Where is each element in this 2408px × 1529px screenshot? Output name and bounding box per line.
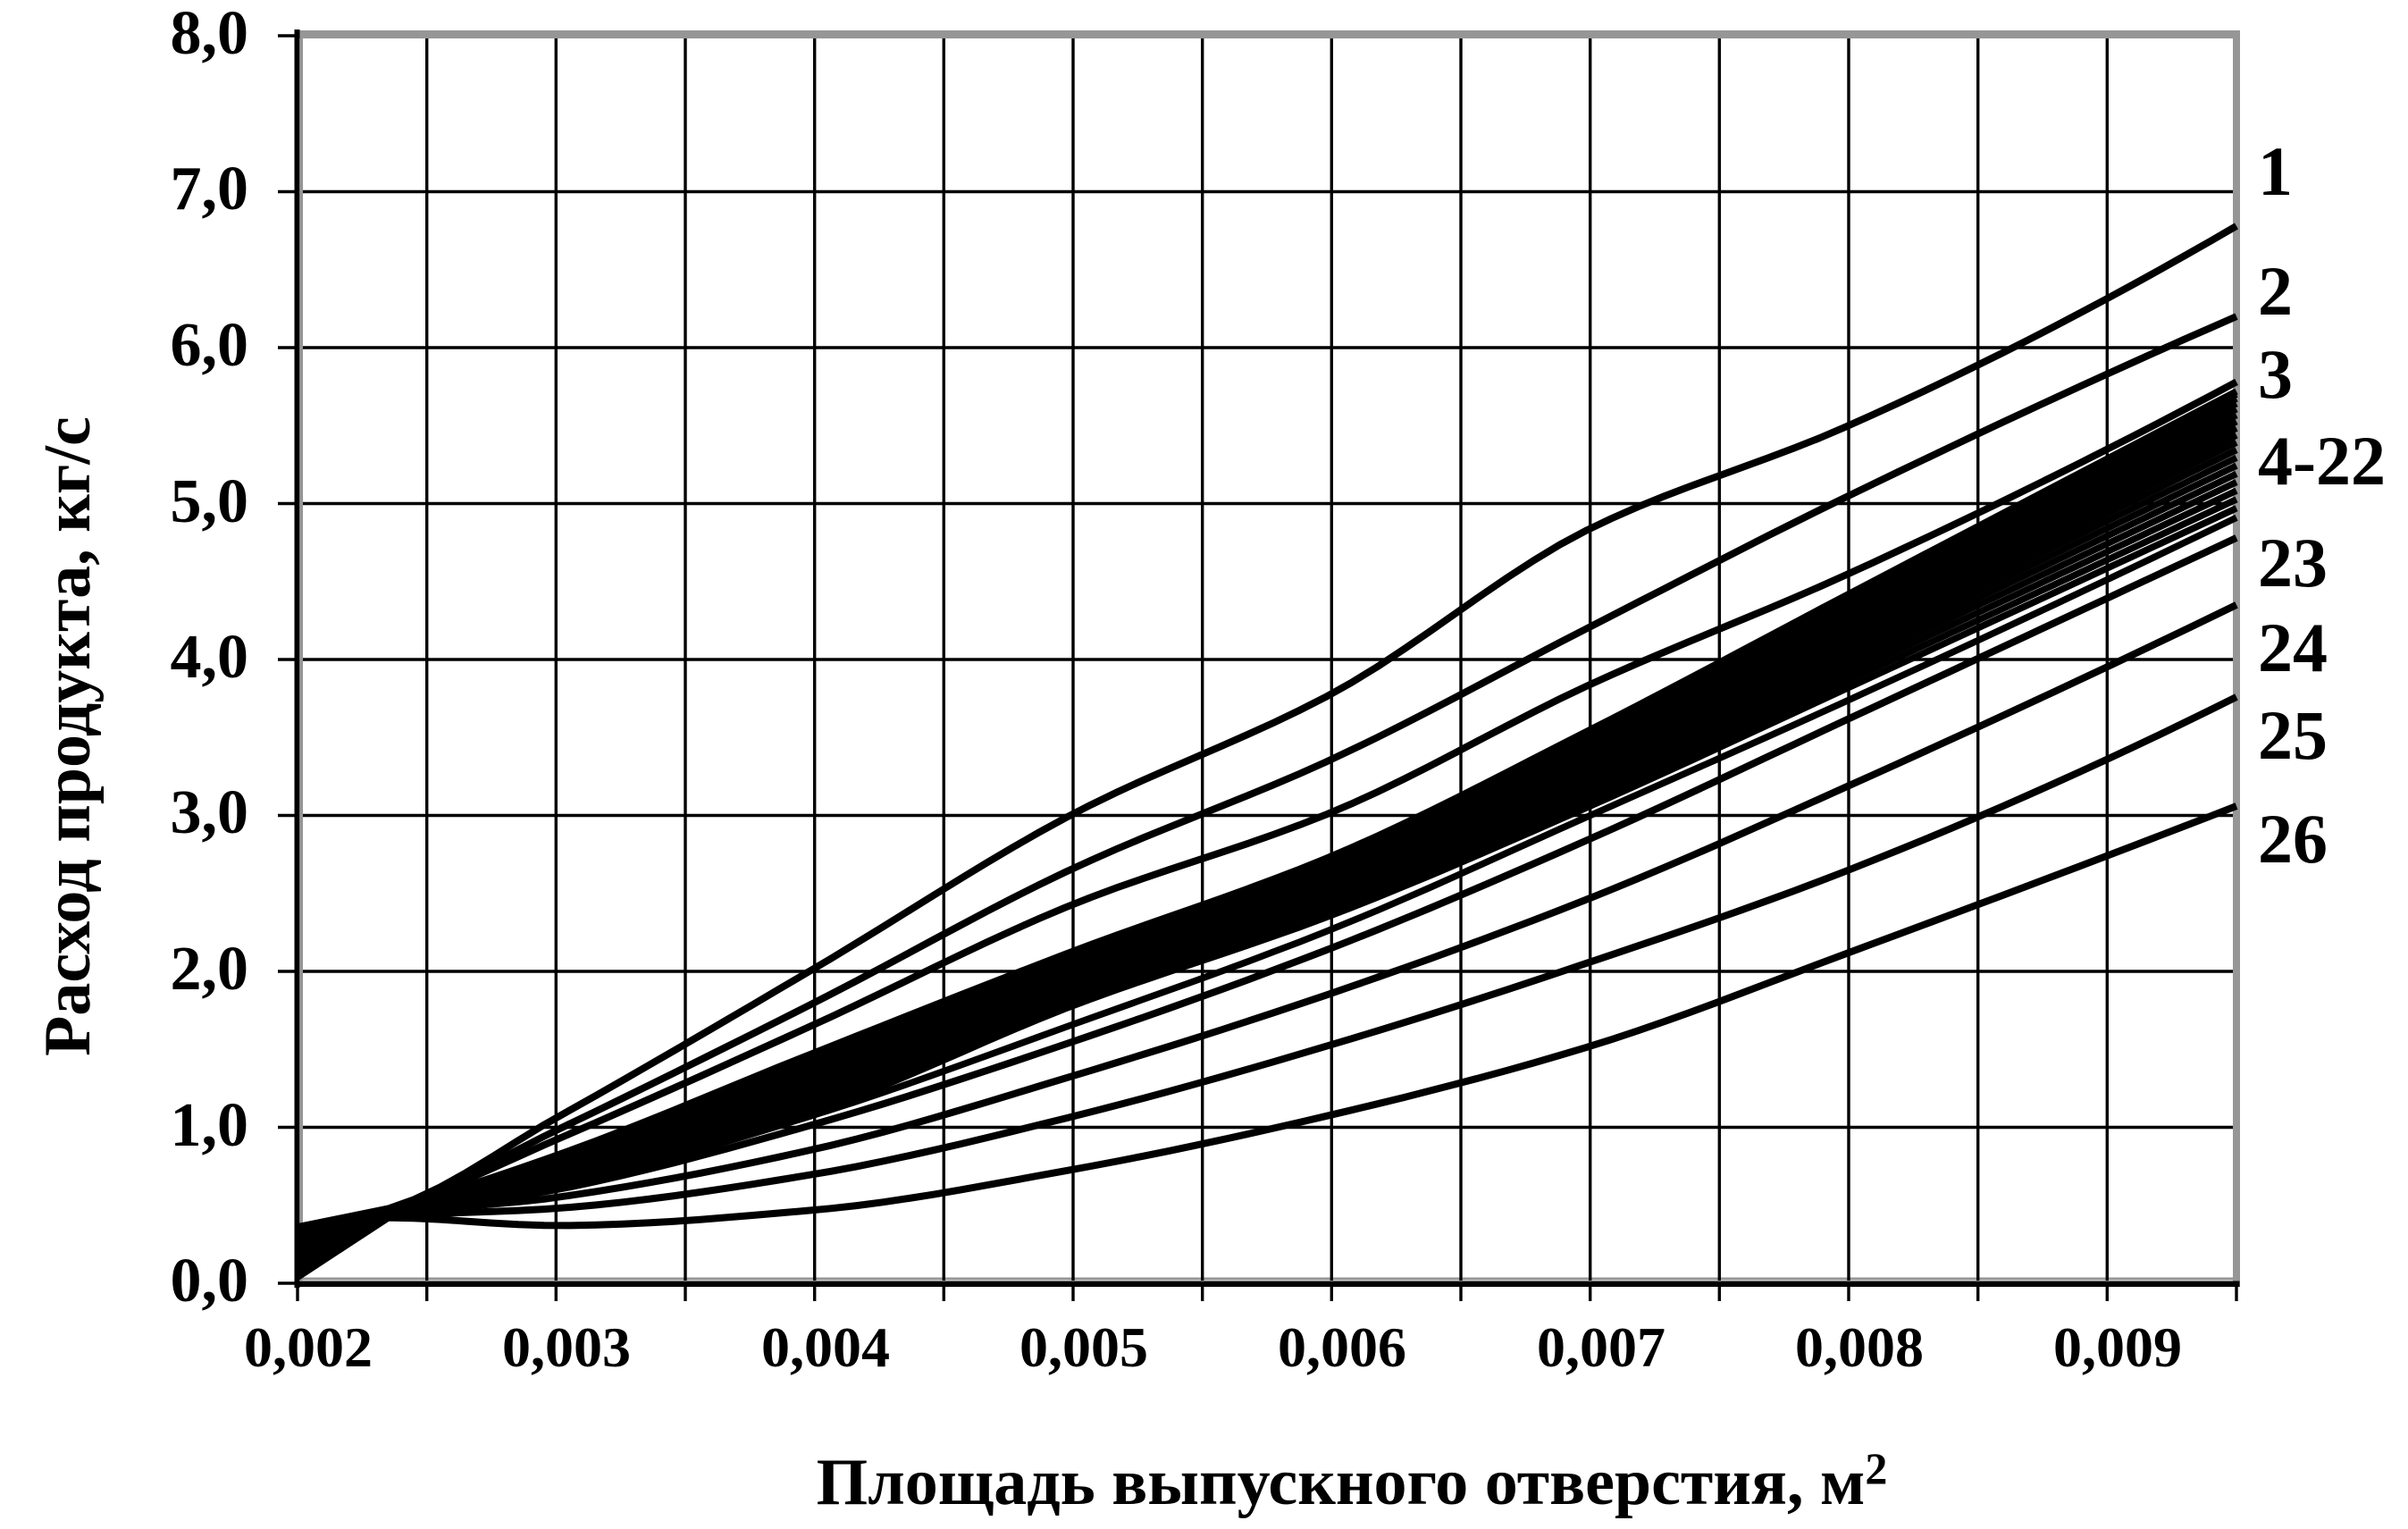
svg-text:0,009: 0,009 xyxy=(2053,1315,2182,1379)
svg-text:4-22: 4-22 xyxy=(2258,422,2386,500)
svg-text:1: 1 xyxy=(2258,132,2293,210)
svg-text:0,005: 0,005 xyxy=(1019,1315,1148,1379)
svg-text:0,0: 0,0 xyxy=(171,1247,249,1315)
svg-text:2,0: 2,0 xyxy=(171,935,249,1004)
svg-text:5,0: 5,0 xyxy=(171,467,249,536)
svg-text:0,006: 0,006 xyxy=(1278,1315,1406,1379)
svg-text:0,002: 0,002 xyxy=(244,1315,373,1379)
svg-text:Расход продукта, кг/с: Расход продукта, кг/с xyxy=(31,416,105,1056)
svg-text:1,0: 1,0 xyxy=(171,1091,249,1160)
svg-text:7,0: 7,0 xyxy=(171,155,249,223)
svg-text:8,0: 8,0 xyxy=(171,0,249,68)
svg-text:6,0: 6,0 xyxy=(171,311,249,380)
svg-text:4,0: 4,0 xyxy=(171,623,249,692)
svg-text:0,008: 0,008 xyxy=(1795,1315,1924,1379)
svg-text:26: 26 xyxy=(2258,800,2328,878)
svg-text:24: 24 xyxy=(2258,609,2328,686)
svg-text:0,007: 0,007 xyxy=(1537,1315,1665,1379)
svg-text:25: 25 xyxy=(2258,696,2328,774)
svg-text:Площадь выпускного отверстия,: Площадь выпускного отверстия, м2 xyxy=(817,1443,1888,1519)
svg-text:3,0: 3,0 xyxy=(171,778,249,847)
svg-text:3: 3 xyxy=(2258,335,2293,413)
svg-text:0,004: 0,004 xyxy=(761,1315,890,1379)
svg-text:0,003: 0,003 xyxy=(502,1315,631,1379)
svg-text:2: 2 xyxy=(2258,252,2293,330)
svg-text:23: 23 xyxy=(2258,524,2328,601)
